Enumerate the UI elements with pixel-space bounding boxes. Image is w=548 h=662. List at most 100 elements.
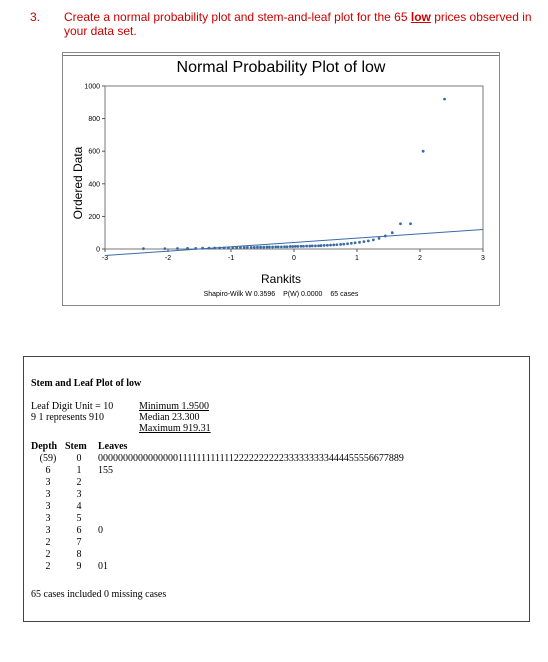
- data-point: [293, 244, 297, 248]
- data-point: [362, 240, 366, 244]
- depth-cell: 3: [45, 488, 51, 500]
- data-point: [239, 246, 242, 249]
- data-point: [317, 244, 320, 248]
- leaves-cell: [93, 488, 404, 500]
- data-point: [383, 234, 387, 238]
- depth-cell: (59): [39, 452, 57, 464]
- leaves-cell: [93, 476, 404, 488]
- y-tick-label: 400: [88, 181, 100, 188]
- data-point: [358, 240, 361, 244]
- leaf-represents: 9 1 represents 910: [31, 412, 105, 423]
- data-point: [335, 243, 339, 247]
- depth-cell: 3: [45, 476, 51, 488]
- case-count: 65 cases: [330, 291, 359, 298]
- leaves-cell: [93, 500, 404, 512]
- data-point: [207, 246, 211, 250]
- data-point: [276, 245, 280, 249]
- data-point: [443, 97, 446, 101]
- data-point: [366, 239, 370, 243]
- cases-summary: 65 cases included 0 missing cases: [31, 589, 167, 600]
- stem-leaf-title: Stem and Leaf Plot of low: [31, 378, 142, 389]
- header-stem: Stem: [65, 440, 87, 452]
- question-text-before: Create a normal probability plot and ste…: [64, 10, 411, 24]
- question-number: 3.: [30, 10, 41, 24]
- stem-cell: 0: [76, 452, 82, 464]
- depth-cell: 2: [45, 560, 51, 572]
- stem-leaf-header-row: Depth Stem Leaves: [31, 440, 404, 452]
- data-point: [399, 222, 402, 226]
- data-point: [194, 246, 198, 250]
- data-point: [252, 245, 256, 249]
- y-tick-label: 800: [88, 116, 100, 123]
- stem-cell: 5: [76, 512, 82, 524]
- reference-line: [104, 228, 484, 257]
- data-point: [213, 246, 217, 250]
- data-point: [231, 246, 235, 250]
- data-point: [265, 245, 269, 249]
- data-point: [262, 245, 266, 249]
- leaves-cell: [93, 512, 404, 524]
- summary-stats: Minimum 1.9500 Median 23.300 Maximum 919…: [139, 401, 211, 434]
- leaf-unit-info: Leaf Digit Unit = 10 9 1 represents 910: [31, 401, 113, 423]
- chart-title: Normal Probability Plot of low: [176, 59, 386, 76]
- data-point: [227, 246, 230, 250]
- header-leaves: Leaves: [98, 440, 128, 452]
- p-value: P(W) 0.0000: [283, 291, 323, 298]
- x-tick-label: -3: [102, 255, 108, 262]
- data-point: [283, 245, 286, 249]
- data-point: [256, 245, 259, 249]
- data-point: [288, 245, 292, 248]
- data-point: [245, 245, 249, 249]
- data-point: [285, 245, 289, 249]
- stem-row: (59) 0 00000000000000001111111111112222222…: [31, 452, 404, 464]
- data-point: [342, 242, 346, 246]
- data-point: [274, 245, 278, 249]
- depth-cell: 3: [45, 512, 51, 524]
- depth-cell: 3: [45, 500, 51, 512]
- stem-row: 3 6 0: [31, 524, 404, 536]
- data-point: [271, 245, 274, 249]
- data-point: [421, 149, 425, 153]
- question-text: Create a normal probability plot and ste…: [64, 10, 534, 38]
- question-emphasis: low: [410, 10, 431, 24]
- data-point: [235, 246, 239, 250]
- y-tick-label: 0: [96, 247, 100, 254]
- data-point: [353, 241, 357, 245]
- question-text-after: prices observed in your data set.: [64, 10, 532, 38]
- data-point: [201, 246, 205, 250]
- data-point: [268, 245, 271, 249]
- stem-row: 6 1 155: [31, 464, 404, 476]
- depth-cell: 3: [45, 524, 51, 536]
- data-point: [349, 241, 353, 245]
- plot-frame: [104, 85, 484, 250]
- x-tick-label: -2: [165, 255, 171, 262]
- stem-leaf-box: Stem and Leaf Plot of low Leaf Digit Uni…: [23, 356, 530, 622]
- data-point: [332, 243, 336, 247]
- stem-cell: 4: [76, 500, 82, 512]
- stem-leaf-table: Depth Stem Leaves (59) 0 00000000000000001…: [31, 440, 404, 572]
- stem-cell: 3: [76, 488, 82, 500]
- data-point: [299, 244, 303, 248]
- x-tick-label: -1: [228, 255, 234, 262]
- shapiro-wilk-stat: Shapiro-Wilk W 0.3596: [203, 291, 276, 298]
- data-point: [176, 247, 179, 250]
- stem-cell: 2: [76, 476, 82, 488]
- depth-cell: 2: [45, 536, 51, 548]
- data-point: [310, 244, 314, 248]
- leaves-cell: 01: [98, 560, 108, 572]
- median-value: Median 23.300: [139, 412, 200, 423]
- stem-row: 2 9 01: [31, 560, 404, 572]
- data-point: [305, 244, 308, 248]
- x-axis-label: Rankits: [260, 272, 301, 286]
- leaves-cell: [93, 536, 404, 548]
- data-point: [296, 244, 300, 248]
- x-tick-label: 2: [418, 255, 422, 262]
- x-tick-label: 0: [292, 255, 296, 262]
- plot-area: 0 200 400 600 800 1000 -3 -2 -1 0 1 2 3: [84, 84, 485, 263]
- data-point: [346, 242, 349, 246]
- data-point: [322, 244, 326, 247]
- data-point: [163, 247, 167, 251]
- data-point: [218, 246, 222, 250]
